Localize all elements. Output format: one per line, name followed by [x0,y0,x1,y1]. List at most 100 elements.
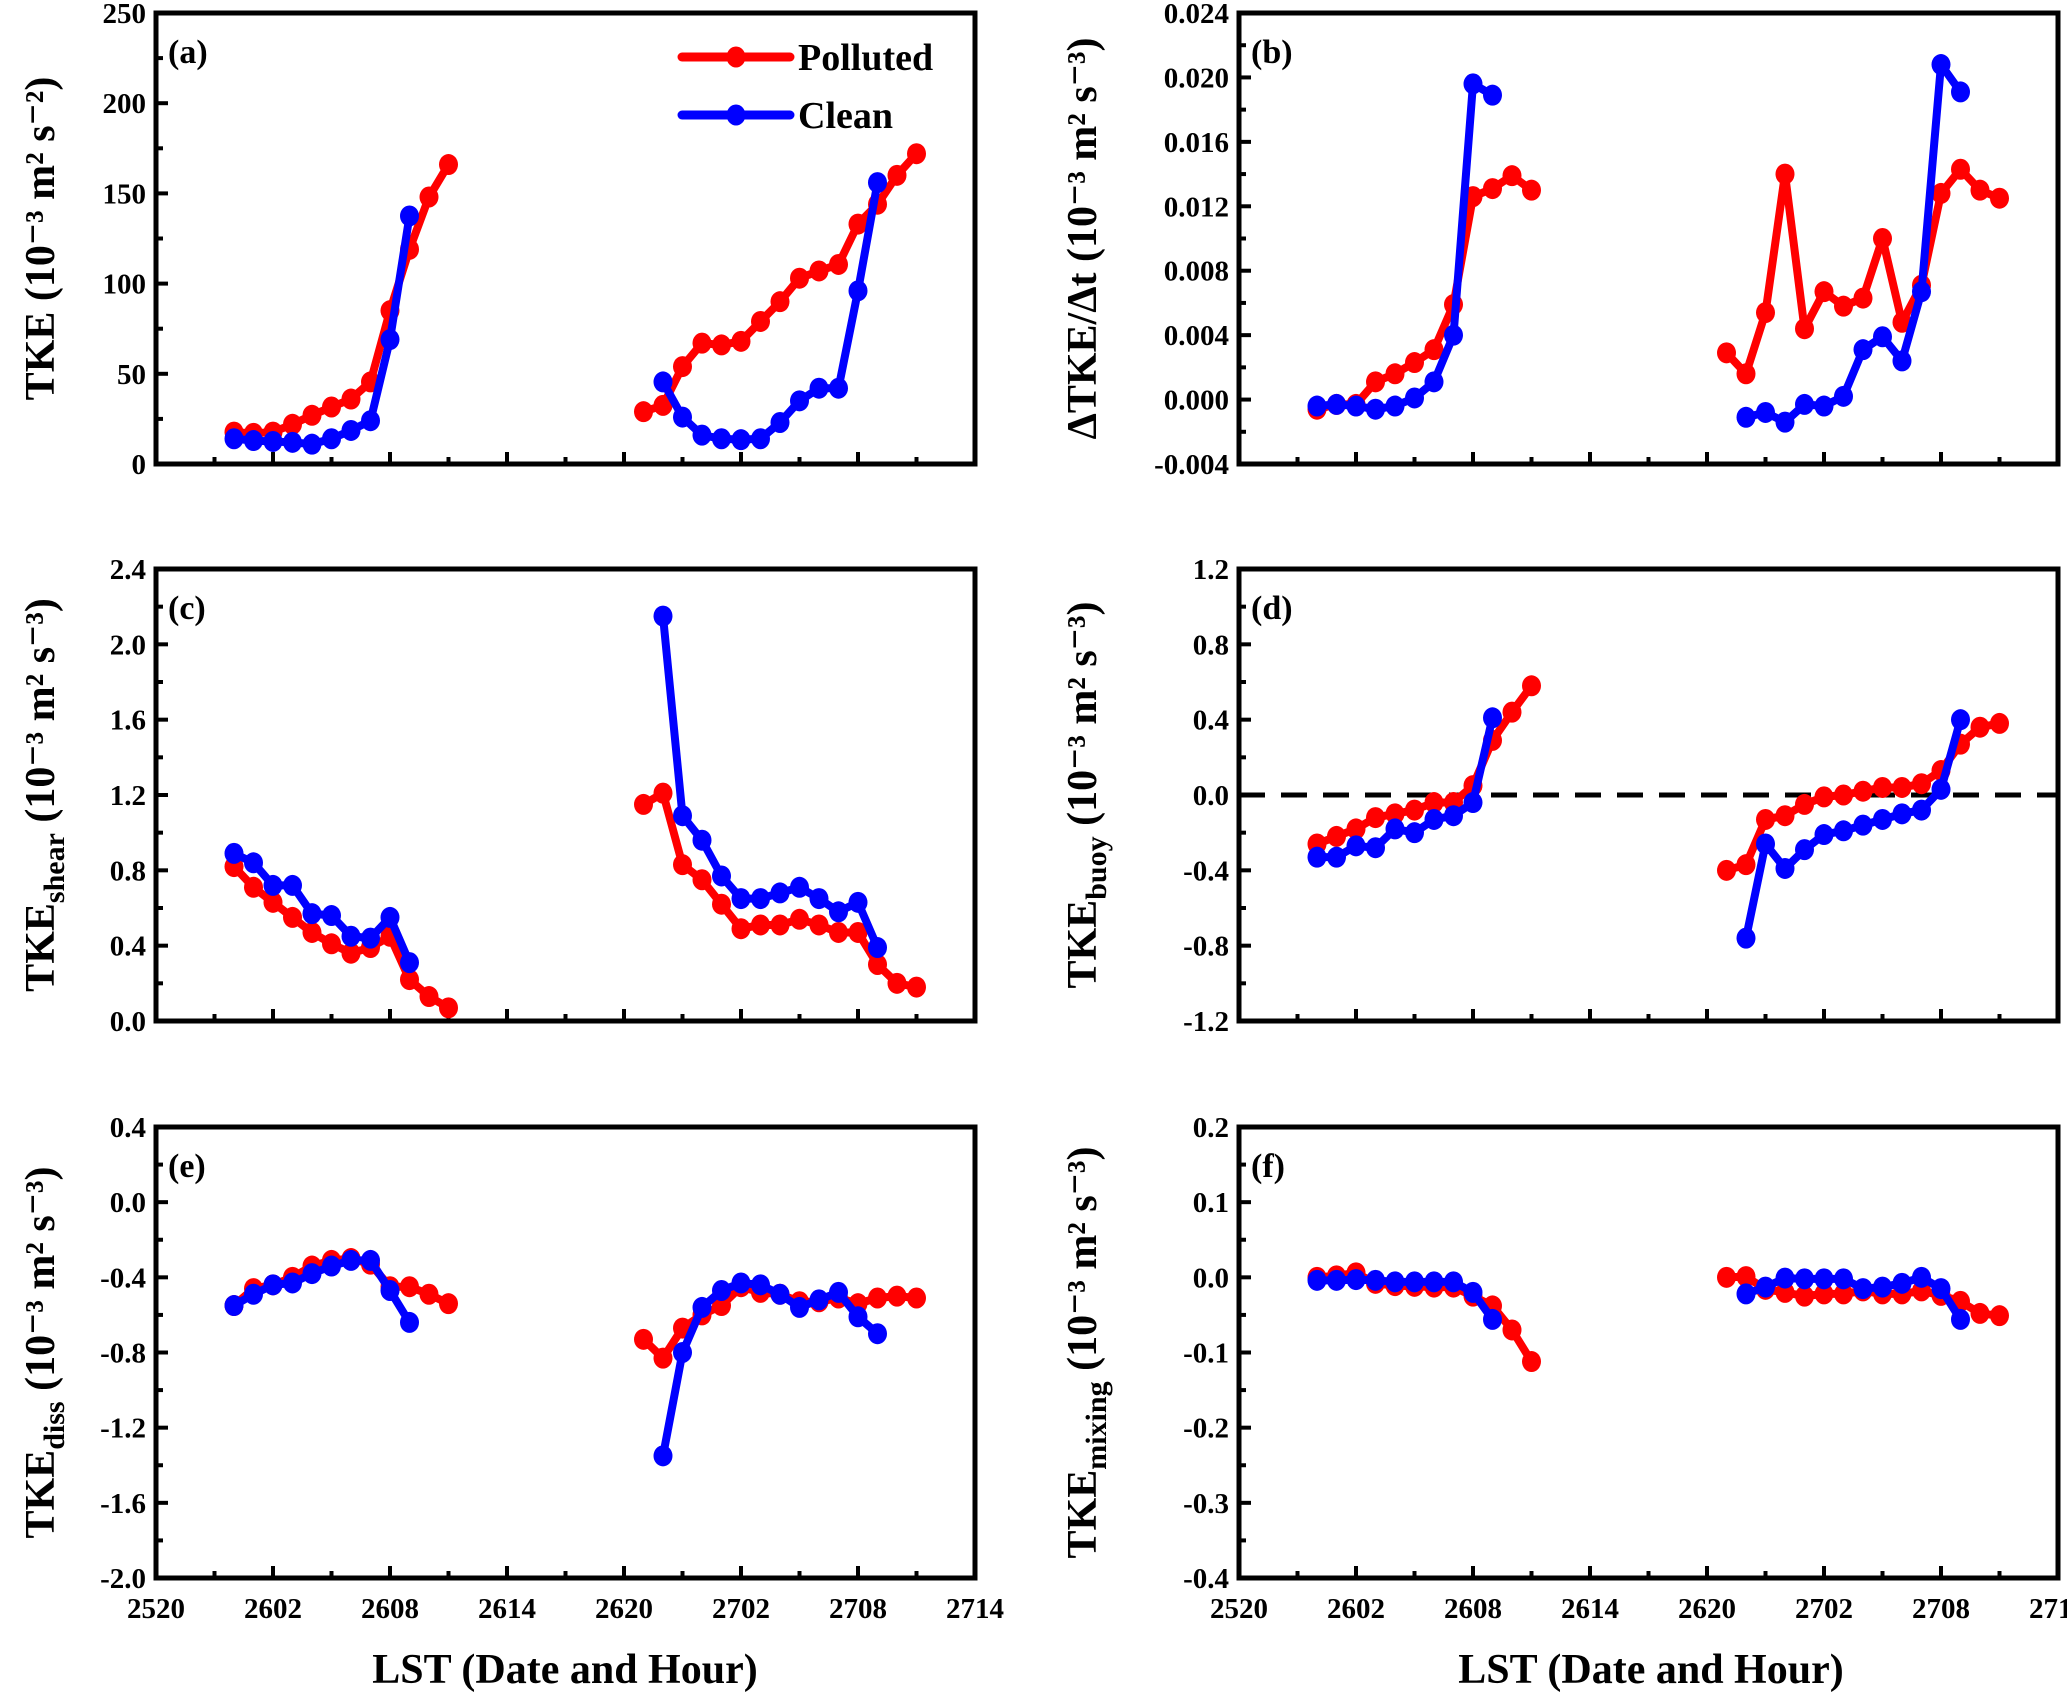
x-tick-label: 2614 [1561,1593,1619,1625]
data-point-polluted [419,186,439,208]
data-point-clean [1736,406,1756,428]
data-point-clean [1951,81,1970,103]
data-point-polluted [1483,178,1502,200]
y-tick-label: 0.2 [1193,1112,1229,1144]
data-point-clean [1951,1308,1970,1330]
data-point-clean [1795,1268,1814,1290]
panel-c: 0.0 0.4 0.8 1.2 1.6 2.0 2.4 (c) TKEshear (10⁻³ m… [18,554,978,1038]
data-point-clean [809,377,829,399]
series-line-clean [231,1256,413,1325]
data-point-clean [1912,1266,1931,1288]
data-point-clean [1756,833,1775,855]
y-axis-title: TKE (10⁻³ m² s⁻²) [18,77,64,401]
x-axis-title-right: LST (Date and Hour) [1458,1647,1843,1693]
data-point-polluted [887,972,907,994]
y-tick-label: -0.4 [1183,1563,1229,1595]
data-point-polluted [907,1287,926,1309]
data-point-clean [1307,1269,1327,1291]
data-point-polluted [400,969,419,991]
y-tick-label: 0.000 [1164,385,1229,417]
data-point-polluted [1970,716,1990,738]
data-point-polluted [1736,854,1756,876]
data-point-clean [224,428,244,450]
data-point-polluted [400,1276,419,1298]
data-point-polluted [1775,163,1795,185]
y-axis-title-main: TKE [1060,1470,1106,1559]
data-point-clean [1931,1278,1951,1300]
x-tick-label: 2608 [1444,1593,1502,1625]
data-point-polluted [1990,187,2009,209]
data-point-polluted [829,253,848,275]
y-axis-title-space [18,1391,64,1402]
data-point-clean [1892,1272,1912,1294]
data-point-clean [1853,1278,1873,1300]
data-point-polluted [1873,228,1892,249]
data-point-clean [1327,1269,1346,1291]
data-point-polluted [1522,1351,1541,1373]
data-point-polluted [1366,807,1385,829]
data-point-clean [244,852,263,874]
data-point-polluted [887,1285,907,1307]
data-point-polluted [302,921,322,943]
data-point-clean [263,430,283,452]
y-tick-label: 0.020 [1164,62,1229,94]
data-point-clean [653,605,673,627]
data-point-polluted [1853,780,1873,802]
y-tick-label: 0.008 [1164,256,1229,288]
data-point-clean [1912,281,1931,303]
data-point-clean [263,874,283,896]
y-tick-label: -2.0 [100,1563,146,1595]
legend-marker-polluted [726,46,746,68]
data-point-polluted [1717,1266,1736,1288]
data-point-clean [1873,326,1892,348]
data-point-clean [751,428,770,450]
data-point-clean [1463,1281,1483,1303]
data-point-clean [1736,1283,1756,1305]
data-point-polluted [1775,805,1795,827]
data-point-clean [1892,803,1912,825]
x-tick-label: 2708 [1912,1593,1970,1625]
y-axis-title-main: TKE [18,1450,64,1539]
data-point-polluted [341,942,361,964]
y-tick-label: 1.6 [110,705,146,737]
y-tick-label: 0.4 [1193,705,1229,737]
panel-e: -2.0 -1.6 -1.2 -0.8 -0.4 0.0 0.4 2520 2602 2608 26… [18,1112,1004,1625]
y-axis-title-main: TKE [18,903,64,992]
data-point-polluted [634,401,653,423]
data-point-polluted [653,782,673,804]
y-tick-label: 0.004 [1164,320,1229,352]
y-tick-label: 0.0 [110,1187,146,1219]
plot-frame [153,566,978,1024]
data-point-polluted [1795,318,1814,340]
data-point-polluted [731,330,751,352]
y-tick-label: 0.8 [1193,629,1229,661]
data-point-clean [848,891,868,913]
data-point-polluted [1327,825,1346,847]
plot-frame [1236,566,2061,1024]
data-point-clean [1912,799,1931,821]
data-point-clean [302,433,322,455]
data-point-polluted [907,143,926,165]
series-line-clean [1742,718,1965,939]
data-point-polluted [244,876,263,898]
data-point-polluted [712,893,731,915]
y-axis-title: TKEmixing (10⁻³ m² s⁻³) [1060,1147,1113,1559]
plot-frame [1236,1124,2061,1581]
data-point-clean [1931,778,1951,800]
data-point-clean [1814,824,1834,846]
data-point-polluted [653,394,673,416]
legend-label-polluted: Polluted [798,37,933,79]
data-point-polluted [419,1283,439,1305]
data-point-polluted [1912,773,1931,795]
data-point-clean [1756,401,1775,423]
x-tick-label: 2608 [361,1593,419,1625]
data-point-polluted [790,908,809,930]
data-point-clean [731,1272,751,1294]
data-point-polluted [1853,287,1873,309]
y-tick-label: 0.016 [1164,127,1229,159]
panel-d: -1.2 -0.8 -0.4 0.0 0.4 0.8 1.2 (d) TKEbuoy (10⁻³… [1060,554,2061,1038]
y-tick-label: -0.8 [1183,931,1229,963]
data-point-clean [1834,820,1853,842]
y-tick-label: 0.4 [110,1112,146,1144]
